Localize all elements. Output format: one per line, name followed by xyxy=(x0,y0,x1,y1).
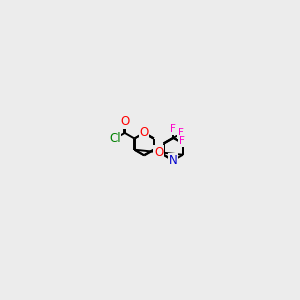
Text: O: O xyxy=(140,126,149,140)
Text: N: N xyxy=(169,154,178,167)
Text: O: O xyxy=(154,146,163,159)
Text: F: F xyxy=(179,136,184,146)
Text: F: F xyxy=(178,128,184,139)
Text: F: F xyxy=(170,124,176,134)
Text: Cl: Cl xyxy=(109,132,121,145)
Text: O: O xyxy=(120,115,129,128)
